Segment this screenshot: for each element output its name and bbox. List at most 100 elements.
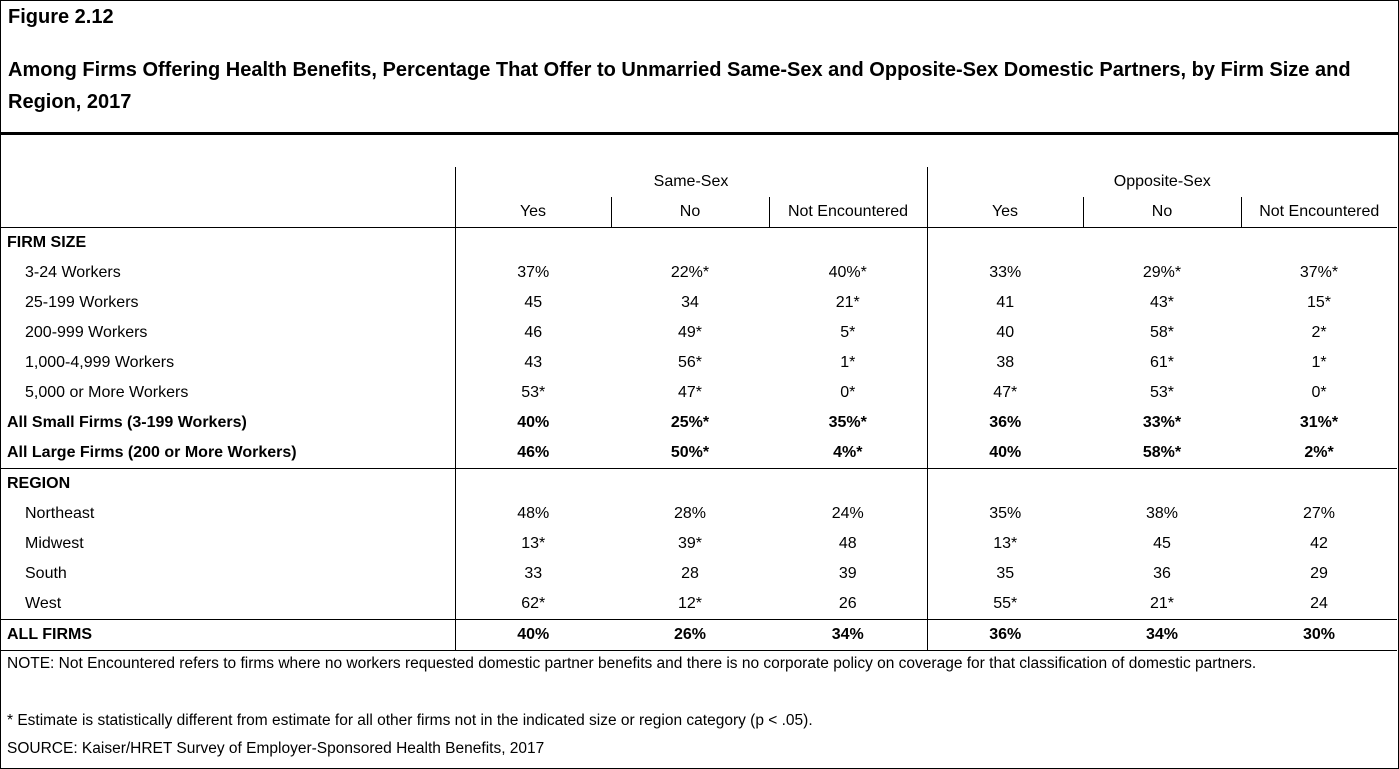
- table-cell: 33%*: [1142, 414, 1182, 431]
- table-cell: 2*: [1311, 324, 1327, 341]
- table-cell: 53*: [1149, 384, 1175, 401]
- section-heading-region: REGION: [1, 468, 455, 499]
- data-table: Same-Sex Opposite-Sex Yes No Not Encount…: [1, 167, 1397, 651]
- table-cell: 43*: [1149, 294, 1175, 311]
- table-cell: 45: [454, 288, 611, 318]
- table-cell: 1*: [840, 354, 856, 371]
- table-cell: 38%: [1145, 505, 1179, 522]
- table-cell: 2%*: [1304, 444, 1334, 461]
- table-cell: 46: [454, 318, 611, 348]
- summary-row: All Small Firms (3-199 Workers) 40% 25%*…: [1, 408, 1397, 438]
- table-cell: 42: [1310, 535, 1328, 552]
- table-cell: 40%: [454, 619, 611, 651]
- footnote-note: NOTE: Not Encountered refers to firms wh…: [7, 655, 1257, 672]
- table-cell: 35: [926, 559, 1083, 589]
- figure-label: Figure 2.12: [8, 6, 114, 28]
- table-cell: 35%: [926, 499, 1083, 529]
- table-cell: 49*: [677, 324, 703, 341]
- table-cell: 50%*: [670, 444, 710, 461]
- table-cell: 26: [838, 595, 857, 612]
- total-row: ALL FIRMS 40% 26% 34% 36% 34% 30%: [1, 619, 1397, 651]
- table-cell: 15*: [1306, 294, 1332, 311]
- table-cell: 29: [1310, 565, 1328, 582]
- table-cell: 34: [681, 294, 699, 311]
- col-header-same-sex-no: No: [610, 197, 769, 228]
- row-label: 200-999 Workers: [25, 324, 148, 341]
- table-cell: 47*: [677, 384, 703, 401]
- table-row: 3-24 Workers 37% 22%* 40%* 33% 29%* 37%*: [1, 258, 1397, 288]
- row-label: Northeast: [25, 505, 95, 522]
- col-header-opposite-sex-no: No: [1082, 197, 1241, 228]
- summary-row: All Large Firms (200 or More Workers) 46…: [1, 438, 1397, 469]
- header-blank: [1, 167, 455, 197]
- section-heading-firm-size: FIRM SIZE: [1, 227, 455, 258]
- table-cell: 1*: [1311, 354, 1327, 371]
- table-cell: 48%: [454, 499, 611, 529]
- table-cell: 36%: [926, 619, 1083, 651]
- row-label: All Large Firms (200 or More Workers): [7, 444, 297, 461]
- table-cell: 47*: [926, 378, 1083, 408]
- table-cell: 40%: [926, 438, 1083, 469]
- table-cell: 46%: [454, 438, 611, 469]
- table-cell: 24%: [831, 505, 864, 522]
- table-cell: 36: [1153, 565, 1171, 582]
- row-label: 3-24 Workers: [25, 264, 121, 281]
- table-cell: 25%*: [670, 414, 710, 431]
- title-divider: [0, 132, 1399, 135]
- table-cell: 28%: [673, 505, 707, 522]
- table-cell: 13*: [926, 529, 1083, 559]
- row-label: 5,000 or More Workers: [25, 384, 189, 401]
- table-cell: 31%*: [1299, 414, 1339, 431]
- table-cell: 37%: [454, 258, 611, 288]
- table-cell: 21*: [835, 294, 860, 311]
- table-cell: 41: [926, 288, 1083, 318]
- table-cell: 24: [1310, 595, 1328, 612]
- table-cell: 37%*: [1299, 264, 1339, 281]
- row-label: 25-199 Workers: [25, 294, 139, 311]
- group-header-opposite-sex: Opposite-Sex: [926, 167, 1397, 197]
- group-header-same-sex: Same-Sex: [454, 167, 927, 197]
- table-cell: 53*: [454, 378, 611, 408]
- table-cell: 39*: [677, 535, 703, 552]
- table-cell: 58%*: [1142, 444, 1182, 461]
- header-blank: [1, 197, 455, 228]
- table-cell: 40: [926, 318, 1083, 348]
- table-cell: 22%*: [670, 264, 710, 281]
- row-label: South: [25, 565, 67, 582]
- table-cell: 34%: [1083, 619, 1241, 651]
- figure-title: Among Firms Offering Health Benefits, Pe…: [8, 59, 1351, 113]
- table-row: South 33 28 39 35 36 29: [1, 559, 1397, 589]
- table-cell: 21*: [1149, 595, 1175, 612]
- table-cell: 5*: [840, 324, 856, 341]
- row-label: Midwest: [25, 535, 84, 552]
- table-row: Northeast 48% 28% 24% 35% 38% 27%: [1, 499, 1397, 529]
- table-cell: 0*: [840, 384, 856, 401]
- table-cell: 48: [838, 535, 857, 552]
- table-row: 1,000-4,999 Workers 43 56* 1* 38 61* 1*: [1, 348, 1397, 378]
- footnote-asterisk: * Estimate is statistically different fr…: [7, 712, 813, 729]
- table-cell: 55*: [926, 589, 1083, 620]
- table-cell: 34%: [769, 619, 927, 651]
- table-row: 25-199 Workers 45 34 21* 41 43* 15*: [1, 288, 1397, 318]
- table-cell: 40%: [454, 408, 611, 438]
- table-cell: 4%*: [833, 444, 863, 461]
- table-cell: 40%*: [828, 264, 867, 281]
- table-cell: 29%*: [1142, 264, 1182, 281]
- table-cell: 30%: [1241, 619, 1397, 651]
- row-label: 1,000-4,999 Workers: [25, 354, 175, 371]
- table-cell: 12*: [677, 595, 703, 612]
- table-cell: 38: [926, 348, 1083, 378]
- footnote-source: SOURCE: Kaiser/HRET Survey of Employer-S…: [7, 740, 545, 757]
- table-row: Midwest 13* 39* 48 13* 45 42: [1, 529, 1397, 559]
- col-header-opposite-sex-not-encountered: Not Encountered: [1240, 197, 1397, 228]
- table-cell: 62*: [454, 589, 611, 620]
- col-header-same-sex-yes: Yes: [454, 197, 611, 228]
- table-row: 200-999 Workers 46 49* 5* 40 58* 2*: [1, 318, 1397, 348]
- row-label: All Small Firms (3-199 Workers): [7, 414, 247, 431]
- table-cell: 61*: [1149, 354, 1175, 371]
- table-cell: 39: [838, 565, 857, 582]
- table-row: West 62* 12* 26 55* 21* 24: [1, 589, 1397, 620]
- table-cell: 28: [681, 565, 699, 582]
- table-cell: 35%*: [828, 414, 867, 431]
- col-header-opposite-sex-yes: Yes: [926, 197, 1083, 228]
